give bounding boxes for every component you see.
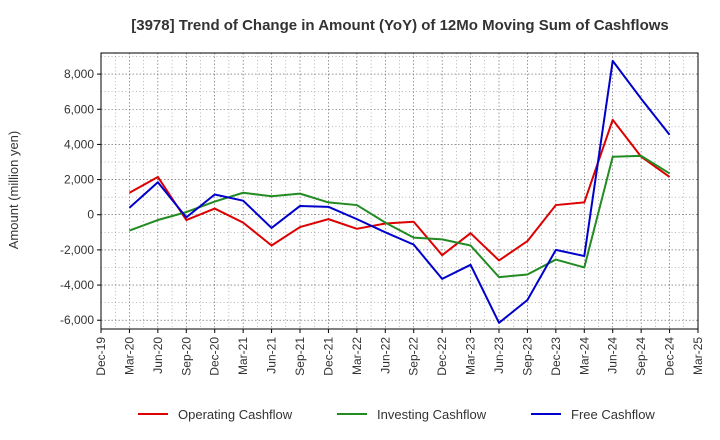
- x-tick-label: Sep-23: [520, 337, 534, 376]
- x-tick-label: Mar-21: [236, 337, 250, 375]
- investing-cashflow-line: [129, 154, 671, 279]
- x-tick-label: Mar-25: [691, 337, 705, 375]
- x-tick-label: Jun-24: [606, 337, 620, 374]
- legend: Operating Cashflow Investing Cashflow Free…: [138, 407, 655, 422]
- legend-label-investing-cashflow: Investing Cashflow: [377, 407, 487, 422]
- plot-frame: [100, 52, 699, 330]
- x-tick-label: Mar-24: [577, 337, 591, 375]
- x-tick-label: Sep-21: [293, 337, 307, 376]
- x-tick-label: Jun-22: [378, 337, 392, 374]
- y-tick-label: 8,000: [64, 67, 94, 81]
- x-tick-label: Jun-23: [492, 337, 506, 374]
- x-tick-label: Sep-24: [634, 337, 648, 376]
- x-tick-label: Sep-20: [179, 337, 193, 376]
- chart-title: [3978] Trend of Change in Amount (YoY) o…: [131, 17, 669, 34]
- y-tick-label: 6,000: [64, 102, 94, 116]
- y-tick-label: -4,000: [60, 278, 94, 292]
- x-tick-label: Mar-20: [122, 337, 136, 375]
- y-tick-label: 2,000: [64, 173, 94, 187]
- operating-cashflow-line: [128, 118, 671, 262]
- y-tick-label: 4,000: [64, 137, 94, 151]
- legend-label-operating-cashflow: Operating Cashflow: [178, 407, 293, 422]
- x-tick-label: Mar-23: [464, 337, 478, 375]
- x-tick-label: Jun-20: [151, 337, 165, 374]
- y-axis-ticks: -6,000 -4,000 -2,000 0 2,000 4,000 6,000 8,000: [60, 67, 101, 327]
- y-tick-label: 0: [87, 208, 94, 222]
- legend-label-free-cashflow: Free Cashflow: [571, 407, 655, 422]
- free-cashflow-line: [128, 59, 671, 324]
- x-tick-label: Dec-23: [549, 337, 563, 376]
- x-tick-label: Jun-21: [265, 337, 279, 374]
- x-axis-ticks: Dec-19 Mar-20 Jun-20 Sep-20 Dec-20 Mar-21 Jun-…: [94, 329, 705, 376]
- grid: [100, 53, 699, 329]
- y-tick-label: -6,000: [60, 313, 94, 327]
- series-lines: [128, 59, 671, 324]
- x-tick-label: Dec-21: [321, 337, 335, 376]
- x-tick-label: Dec-20: [208, 337, 222, 376]
- x-tick-label: Sep-22: [407, 337, 421, 376]
- x-tick-label: Mar-22: [350, 337, 364, 375]
- x-tick-label: Dec-19: [94, 337, 108, 376]
- y-axis-label: Amount (million yen): [6, 131, 21, 250]
- y-tick-label: -2,000: [60, 243, 94, 257]
- x-tick-label: Dec-22: [435, 337, 449, 376]
- x-tick-label: Dec-24: [663, 337, 677, 376]
